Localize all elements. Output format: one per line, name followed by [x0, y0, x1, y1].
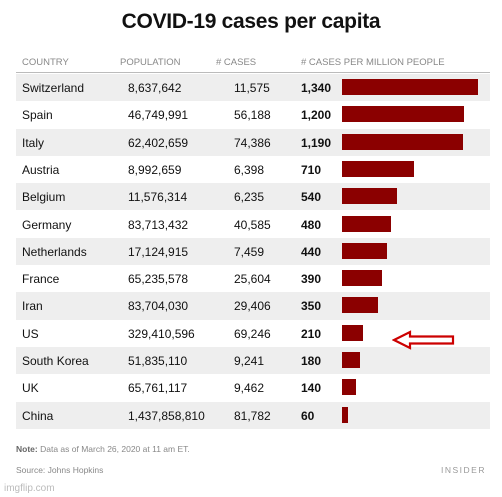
cases-cell: 25,604: [234, 272, 271, 287]
header-per-million: # CASES PER MILLION PEOPLE: [301, 57, 445, 68]
per-million-cell: 540: [301, 190, 322, 205]
cases-cell: 40,585: [234, 217, 271, 232]
table-row: Italy 62,402,659 74,386 1,190: [16, 128, 490, 156]
population-cell: 65,761,117: [128, 381, 188, 396]
per-million-cell: 350: [301, 299, 322, 314]
table-row: US 329,410,596 69,246 210: [16, 320, 490, 347]
per-million-bar: [342, 133, 463, 150]
per-million-cell: 480: [301, 217, 322, 232]
chart-title: COVID-19 cases per capita: [121, 10, 381, 33]
table-row: Belgium 11,576,314 6,235 540: [16, 183, 490, 211]
cases-cell: 81,782: [234, 408, 271, 423]
table-row: Germany 83,713,432 40,585 480: [16, 211, 490, 238]
brand-logo: INSIDER: [441, 465, 486, 475]
per-million-bar: [342, 188, 397, 205]
per-million-bar: [342, 242, 387, 259]
table-row: UK 65,761,117 9,462 140: [16, 374, 490, 401]
country-cell: US: [22, 326, 39, 341]
per-million-bar: [342, 324, 364, 341]
population-cell: 51,835,110: [128, 354, 188, 368]
table-row: Austria 8,992,659 6,398 710: [16, 156, 490, 183]
population-cell: 62,402,659: [128, 135, 189, 150]
per-million-cell: 390: [301, 272, 322, 287]
country-cell: South Korea: [22, 354, 89, 368]
per-million-cell: 1,200: [301, 108, 332, 123]
country-cell: Netherlands: [22, 244, 87, 259]
header-divider: [16, 72, 490, 73]
note-label: Note:: [16, 444, 38, 454]
per-million-bar: [342, 215, 391, 232]
header-country: COUNTRY: [22, 57, 69, 68]
per-million-cell: 440: [301, 244, 322, 259]
per-million-cell: 140: [301, 381, 322, 396]
watermark: imgflip.com: [4, 483, 55, 494]
cases-cell: 9,241: [234, 354, 265, 368]
country-cell: France: [22, 272, 60, 287]
source-text: Source: Johns Hopkins: [16, 465, 104, 475]
per-million-cell: 60: [301, 408, 315, 423]
population-cell: 11,576,314: [128, 190, 188, 205]
header-population: POPULATION: [120, 57, 181, 68]
per-million-cell: 710: [301, 162, 322, 177]
per-million-bar: [342, 79, 478, 95]
cases-cell: 6,398: [234, 162, 265, 177]
table-row: Switzerland 8,637,642 11,575 1,340: [16, 74, 490, 102]
cases-cell: 74,386: [234, 135, 271, 150]
table-row: South Korea 51,835,110 9,241 180: [16, 347, 490, 375]
country-cell: Belgium: [22, 190, 66, 205]
population-cell: 8,992,659: [128, 162, 182, 177]
table-row: Netherlands 17,124,915 7,459 440: [16, 237, 490, 266]
per-million-bar: [342, 106, 464, 123]
per-million-bar: [342, 297, 378, 314]
per-million-bar: [342, 352, 361, 368]
cases-cell: 6,235: [234, 190, 265, 205]
cases-cell: 29,406: [234, 299, 271, 314]
population-cell: 65,235,578: [128, 272, 189, 287]
footnote: Note: Data as of March 26, 2020 at 11 am…: [16, 444, 190, 454]
table-row: China 1,437,858,810 81,782 60: [16, 401, 490, 429]
per-million-cell: 1,190: [301, 135, 332, 150]
per-million-bar: [342, 379, 357, 396]
cases-cell: 69,246: [234, 326, 271, 341]
country-cell: Switzerland: [22, 81, 85, 95]
country-cell: Germany: [22, 217, 72, 232]
per-million-bar: [342, 406, 349, 423]
cases-cell: 9,462: [234, 381, 265, 396]
country-cell: Spain: [22, 108, 53, 123]
per-million-bar: [342, 160, 415, 177]
header-cases: # CASES: [216, 57, 257, 68]
per-million-cell: 1,340: [301, 81, 332, 95]
population-cell: 83,713,432: [128, 217, 189, 232]
country-cell: China: [22, 408, 54, 423]
note-text: Data as of March 26, 2020 at 11 am ET.: [40, 444, 190, 454]
population-cell: 329,410,596: [128, 326, 195, 341]
country-cell: Iran: [22, 299, 43, 314]
population-cell: 1,437,858,810: [128, 408, 205, 423]
population-cell: 83,704,030: [128, 299, 189, 314]
country-cell: Austria: [22, 162, 60, 177]
population-cell: 17,124,915: [128, 244, 189, 259]
cases-cell: 11,575: [234, 81, 270, 95]
population-cell: 46,749,991: [128, 108, 189, 123]
red-arrow-icon: [392, 330, 455, 350]
table-row: Iran 83,704,030 29,406 350: [16, 292, 490, 320]
per-million-cell: 180: [301, 354, 322, 368]
table-row: France 65,235,578 25,604 390: [16, 265, 490, 292]
country-cell: Italy: [22, 135, 45, 150]
country-cell: UK: [22, 381, 39, 396]
per-million-bar: [342, 270, 382, 287]
per-million-cell: 210: [301, 326, 322, 341]
population-cell: 8,637,642: [128, 81, 182, 95]
cases-cell: 56,188: [234, 108, 271, 123]
cases-cell: 7,459: [234, 244, 265, 259]
table-header: COUNTRY POPULATION # CASES # CASES PER M…: [16, 54, 490, 72]
table-row: Spain 46,749,991 56,188 1,200: [16, 101, 490, 128]
